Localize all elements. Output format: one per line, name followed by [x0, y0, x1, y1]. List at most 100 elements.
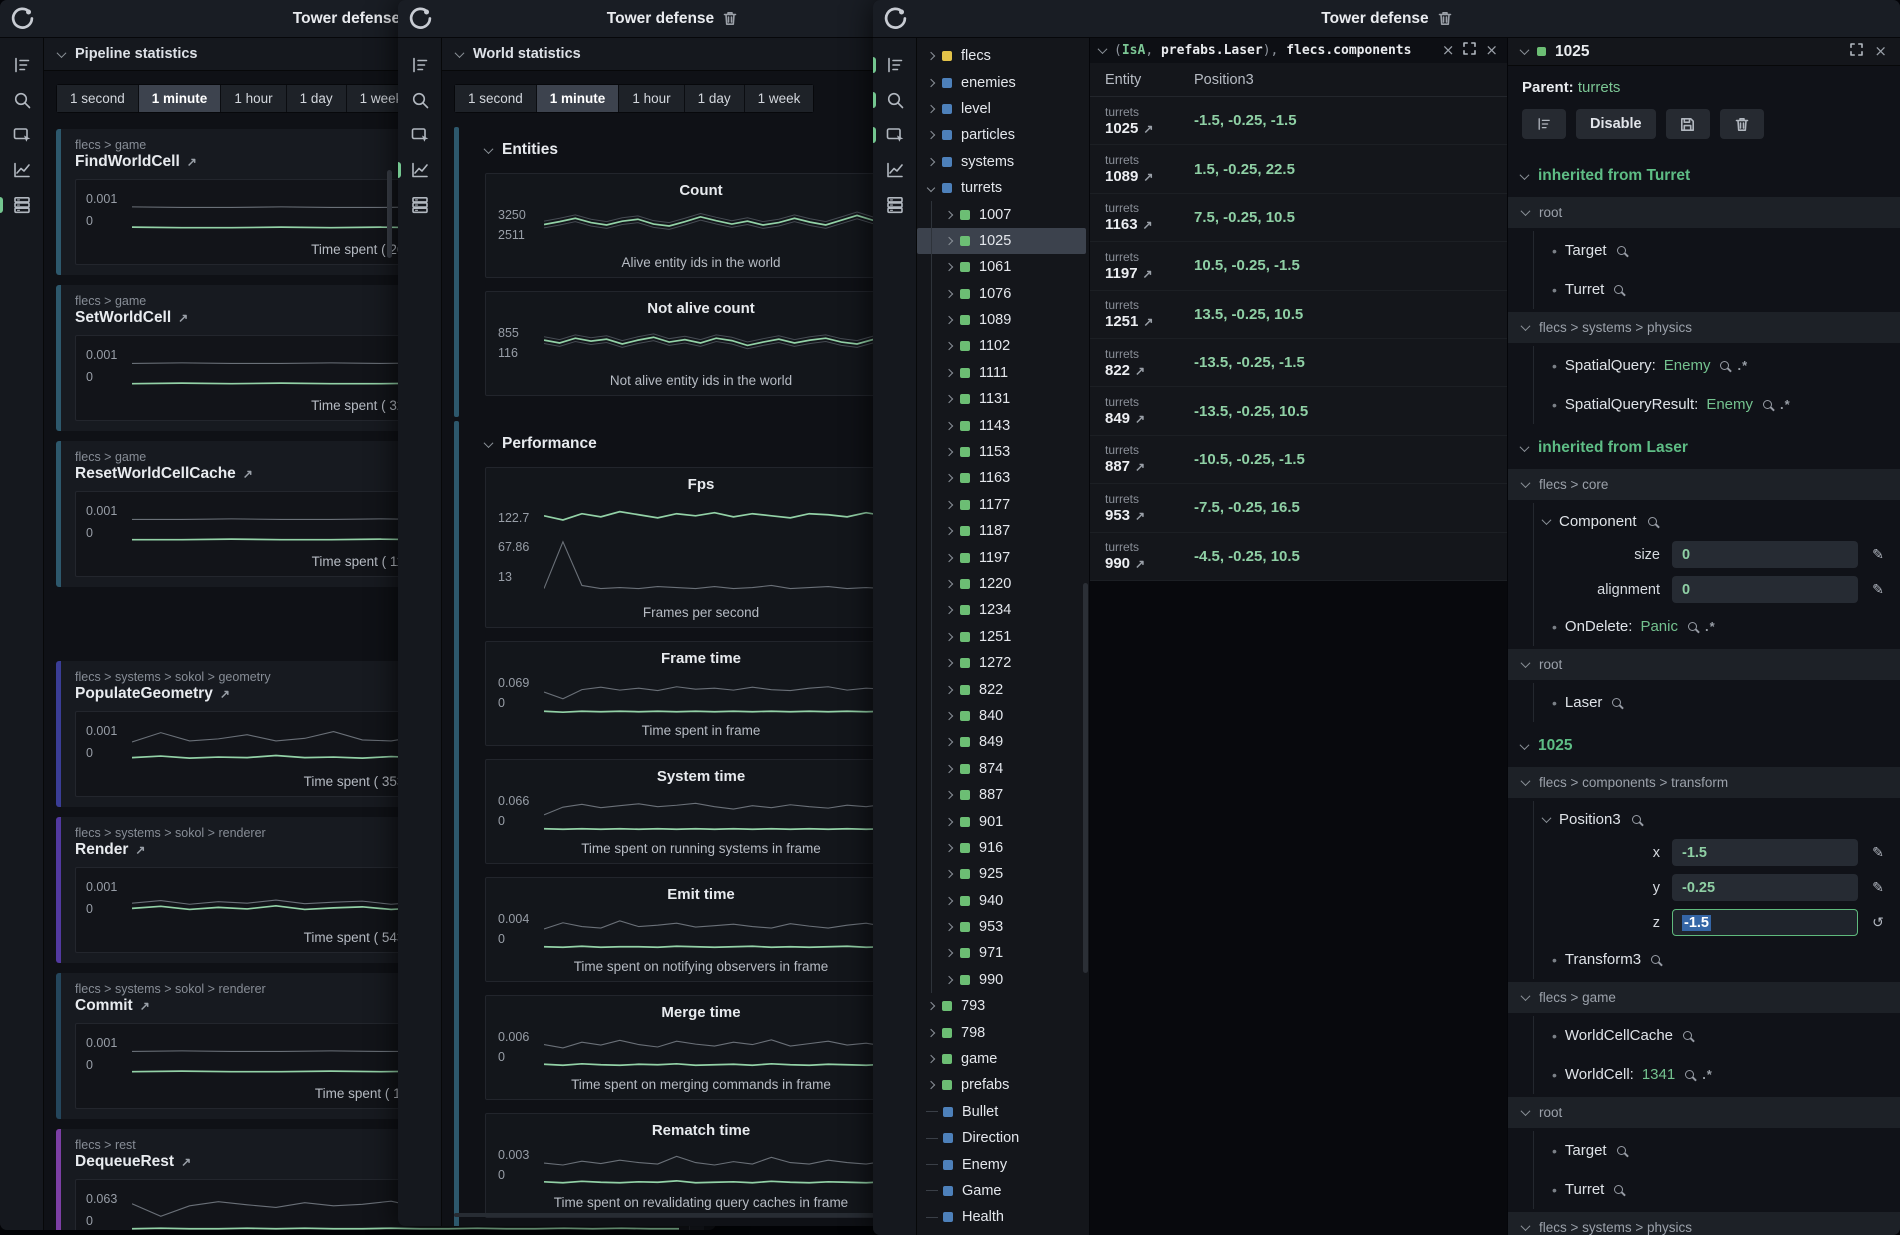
tree-item[interactable]: 840 [917, 702, 1086, 730]
search-component-icon[interactable] [1616, 246, 1626, 255]
table-row[interactable]: turrets 1089 ↗ 1.5, -0.25, 22.5 [1090, 145, 1507, 194]
tree-item[interactable]: 940 [917, 887, 1086, 915]
entity-id[interactable]: 849 [1105, 409, 1131, 427]
entity-id[interactable]: 1251 [1105, 313, 1139, 331]
external-link-icon[interactable]: ↗ [1135, 411, 1146, 426]
expand-chevron-icon[interactable] [944, 447, 954, 457]
expand-chevron-icon[interactable] [944, 922, 954, 932]
module-path-row[interactable]: root [1508, 197, 1900, 228]
expand-chevron-icon[interactable] [926, 1081, 936, 1090]
tree-item[interactable]: 1177 [917, 491, 1086, 519]
table-row[interactable]: turrets 990 ↗ -4.5, -0.25, 10.5 [1090, 532, 1507, 581]
sidebar-item-statistics[interactable] [885, 195, 905, 215]
sidebar-item-query[interactable] [885, 125, 905, 145]
tree-item[interactable]: level [917, 96, 1086, 122]
component-value-link[interactable]: Enemy [1663, 357, 1711, 374]
horizontal-scrollbar[interactable] [454, 1213, 946, 1217]
table-row[interactable]: turrets 822 ↗ -13.5, -0.25, -1.5 [1090, 338, 1507, 388]
expand-chevron-icon[interactable] [944, 526, 954, 536]
sidebar-item-search[interactable] [12, 90, 32, 110]
time-range-button[interactable]: 1 minute [536, 85, 619, 112]
tree-item[interactable]: systems [917, 149, 1086, 175]
search-component-icon[interactable] [1720, 361, 1730, 370]
tree-item[interactable]: 953 [917, 913, 1086, 941]
sidebar-item-tree[interactable] [885, 55, 905, 75]
expand-chevron-icon[interactable] [944, 289, 954, 298]
expand-chevron-icon[interactable] [944, 658, 954, 668]
tree-item[interactable]: 971 [917, 940, 1086, 968]
delete-world-button[interactable] [723, 11, 737, 26]
search-component-icon[interactable] [1763, 400, 1772, 409]
tree-item[interactable]: 1131 [917, 386, 1086, 413]
expand-chevron-icon[interactable] [944, 843, 954, 853]
tree-item[interactable]: game [917, 1046, 1086, 1072]
save-button[interactable] [1665, 109, 1710, 139]
external-link-icon[interactable]: ↗ [1135, 508, 1146, 523]
tree-item[interactable]: flecs [917, 43, 1086, 69]
tree-item[interactable]: Health [917, 1204, 1086, 1230]
search-component-icon[interactable] [1616, 1146, 1626, 1155]
expand-chevron-icon[interactable] [944, 368, 954, 378]
sidebar-item-statistics[interactable] [12, 195, 32, 215]
external-link-icon[interactable]: ↗ [135, 843, 146, 857]
external-link-icon[interactable]: ↗ [1143, 315, 1154, 330]
time-range-button[interactable]: 1 hour [221, 85, 286, 112]
chevron-down-icon[interactable] [1097, 44, 1108, 55]
expand-chevron-icon[interactable] [926, 1054, 936, 1064]
sidebar-item-charts[interactable] [410, 160, 430, 180]
tree-item[interactable]: particles [917, 122, 1086, 148]
external-link-icon[interactable]: ↗ [1142, 218, 1153, 233]
tree-item[interactable]: Enemy [917, 1151, 1086, 1177]
time-range-button[interactable]: 1 day [286, 85, 346, 112]
expand-chevron-icon[interactable] [944, 606, 954, 615]
fullscreen-icon[interactable] [1463, 42, 1477, 55]
tree-item[interactable]: 1102 [917, 333, 1086, 361]
table-row[interactable]: turrets 1025 ↗ -1.5, -0.25, -1.5 [1090, 97, 1507, 146]
delete-entity-button[interactable] [1719, 109, 1764, 139]
table-row[interactable]: turrets 1163 ↗ 7.5, -0.25, 10.5 [1090, 193, 1507, 243]
expand-chevron-icon[interactable] [944, 685, 954, 694]
edit-icon[interactable]: ✎ [1872, 546, 1884, 563]
field-input[interactable]: 0 [1672, 541, 1858, 568]
sidebar-item-search[interactable] [410, 90, 430, 110]
module-path-row[interactable]: flecs > systems > physics [1508, 312, 1900, 343]
sidebar-item-charts[interactable] [885, 160, 905, 180]
tree-item[interactable]: 990 [917, 966, 1086, 994]
search-component-icon[interactable] [1651, 955, 1661, 964]
expand-chevron-icon[interactable] [944, 553, 954, 562]
component-value-link[interactable]: Panic [1640, 618, 1678, 635]
tree-item[interactable]: 925 [917, 861, 1086, 888]
edit-icon[interactable]: ✎ [1872, 844, 1884, 861]
tree-item[interactable]: turrets [917, 175, 1086, 201]
external-link-icon[interactable]: ↗ [242, 467, 253, 481]
search-component-icon[interactable] [1687, 622, 1697, 631]
tree-item[interactable]: 874 [917, 755, 1086, 783]
external-link-icon[interactable]: ↗ [1135, 363, 1146, 378]
close-panel-icon[interactable]: × [1485, 41, 1498, 59]
tree-item[interactable]: 849 [917, 729, 1086, 756]
chevron-down-icon[interactable] [1519, 45, 1530, 56]
module-path-row[interactable]: flecs > core [1508, 469, 1900, 500]
tree-item[interactable]: 1111 [917, 359, 1086, 387]
sidebar-item-query[interactable] [12, 125, 32, 145]
search-component-icon[interactable] [1685, 1070, 1695, 1079]
expand-chevron-icon[interactable] [926, 1028, 936, 1037]
external-link-icon[interactable]: ↗ [178, 311, 189, 325]
edit-icon[interactable]: ✎ [1872, 581, 1884, 598]
trash-icon[interactable] [1438, 11, 1452, 26]
sidebar-item-query[interactable] [410, 125, 430, 145]
table-row[interactable]: turrets 1197 ↗ 10.5, -0.25, -1.5 [1090, 242, 1507, 291]
component-value-link[interactable]: 1341 [1641, 1066, 1676, 1083]
tree-item[interactable]: 1025 [917, 227, 1086, 255]
expand-chevron-icon[interactable] [926, 183, 936, 193]
expand-chevron-icon[interactable] [944, 738, 954, 747]
sidebar-item-tree[interactable] [410, 55, 430, 75]
expand-chevron-icon[interactable] [926, 157, 936, 166]
entity-id[interactable]: 953 [1105, 506, 1131, 524]
field-input[interactable]: -1.5 [1672, 839, 1858, 866]
entity-id[interactable]: 1089 [1105, 167, 1139, 185]
tree-item[interactable]: 901 [917, 808, 1086, 836]
tree-item[interactable]: 1234 [917, 597, 1086, 624]
search-component-icon[interactable] [1614, 1185, 1624, 1194]
expand-chevron-icon[interactable] [944, 395, 954, 404]
